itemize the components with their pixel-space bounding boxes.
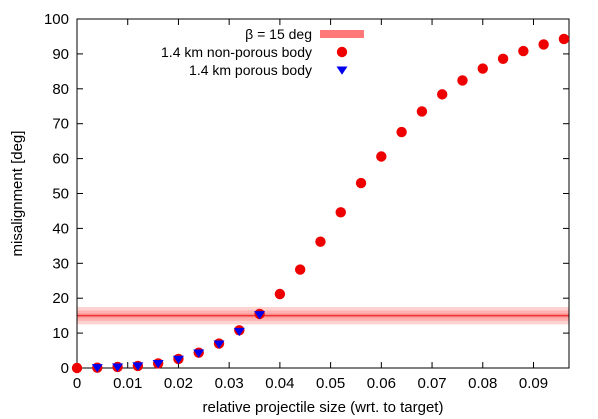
data-point <box>538 39 549 50</box>
x-tick-label: 0.01 <box>113 375 142 392</box>
data-point <box>497 53 509 64</box>
data-point <box>152 359 164 369</box>
x-tick-label: 0.02 <box>164 375 193 392</box>
data-point <box>335 207 346 218</box>
data-point <box>558 33 570 45</box>
data-point <box>213 340 225 349</box>
legend-marker <box>336 46 348 58</box>
data-point <box>477 63 488 74</box>
data-series <box>71 33 570 374</box>
x-axis: 0 0.01 0.02 0.03 0.04 0.05 0.06 0.07 0.08 0.09 <box>73 19 548 392</box>
x-tick-label: 0.09 <box>519 375 548 392</box>
data-point <box>193 349 205 358</box>
y-tick-label: 80 <box>52 81 69 98</box>
data-point <box>315 236 326 247</box>
y-tick-label: 10 <box>52 325 69 342</box>
y-tick-label: 30 <box>52 255 69 272</box>
x-tick-label: 0.04 <box>265 375 294 392</box>
data-point <box>457 75 468 86</box>
legend-band-sample <box>320 30 364 38</box>
data-point <box>172 355 184 365</box>
y-tick-label: 20 <box>52 290 69 307</box>
legend-label: 1.4 km porous body <box>189 62 312 78</box>
data-point <box>376 151 387 162</box>
data-point <box>233 327 245 337</box>
x-tick-label: 0.07 <box>417 375 446 392</box>
x-tick-label: 0.05 <box>316 375 345 392</box>
y-axis-label: misalignment [deg] <box>9 131 26 257</box>
data-point <box>71 362 83 374</box>
y-tick-label: 100 <box>44 11 69 28</box>
x-tick-label: 0.08 <box>468 375 497 392</box>
y-tick-label: 60 <box>52 151 69 168</box>
data-point <box>416 106 428 117</box>
beta-band <box>77 306 569 325</box>
data-point <box>436 89 448 100</box>
data-point <box>396 126 407 138</box>
x-tick-label: 0.06 <box>367 375 396 392</box>
data-point <box>132 362 144 371</box>
data-point <box>112 363 124 372</box>
x-tick-label: 0 <box>73 375 81 392</box>
series-porous <box>91 311 266 373</box>
y-tick-label: 40 <box>52 220 69 237</box>
legend-label: β = 15 deg <box>245 26 312 42</box>
data-point <box>355 177 367 189</box>
y-axis: 0 10 20 30 40 50 60 70 80 90 100 <box>44 11 569 377</box>
y-tick-label: 70 <box>52 116 69 133</box>
data-point <box>91 364 103 373</box>
y-tick-label: 90 <box>52 46 69 63</box>
y-tick-label: 0 <box>61 360 69 377</box>
y-tick-label: 50 <box>52 186 69 203</box>
x-tick-label: 0.03 <box>215 375 244 392</box>
data-point <box>294 264 306 275</box>
data-point <box>274 288 286 300</box>
legend-label: 1.4 km non-porous body <box>161 44 312 60</box>
legend: β = 15 deg 1.4 km non-porous body 1.4 km p… <box>161 26 364 78</box>
legend-marker <box>336 66 348 75</box>
x-axis-label: relative projectile size (wrt. to target… <box>203 399 444 416</box>
data-point <box>254 311 266 320</box>
data-point <box>518 45 529 57</box>
